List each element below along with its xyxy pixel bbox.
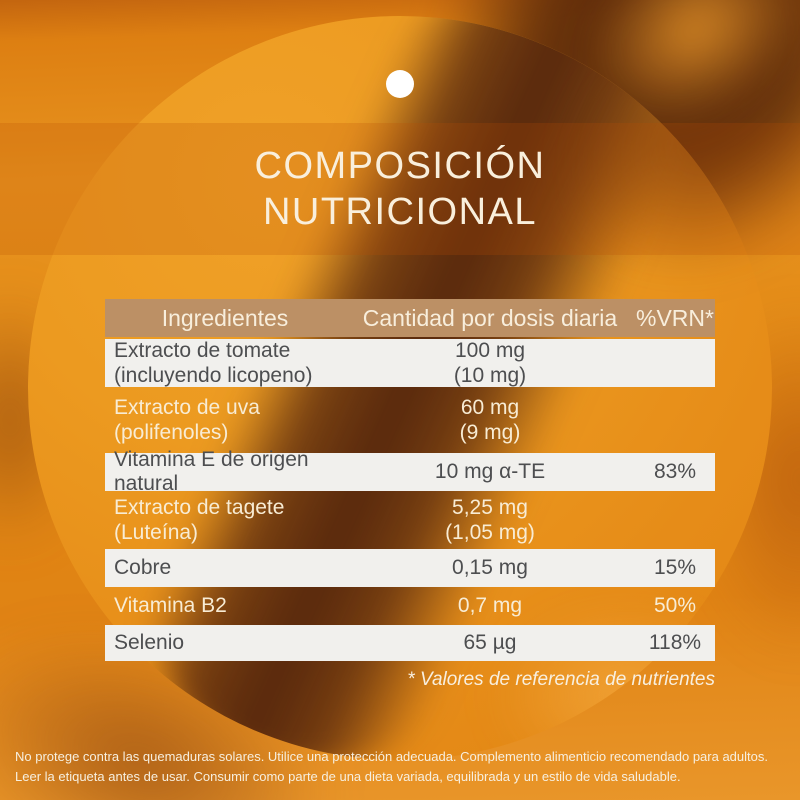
table-row: Extracto de uva (polifenoles) 60 mg (9 m… (105, 389, 715, 451)
cell-ingredient: Extracto de tagete (Luteína) (114, 496, 285, 544)
header-vrn: %VRN* (636, 304, 714, 331)
cell-ingredient: Extracto de uva (polifenoles) (114, 396, 260, 444)
cell-vrn: 83% (653, 460, 697, 483)
table-row: Vitamina B2 0,7 mg 50% (105, 589, 715, 623)
table-row: Cobre 0,15 mg 15% (105, 549, 715, 587)
disclaimer: No protege contra las quemaduras solares… (15, 747, 793, 787)
table-row: Vitamina E de origen natural 10 mg α-TE … (105, 448, 715, 495)
header-amount: Cantidad por dosis diaria (362, 304, 618, 331)
reference-footnote: * Valores de referencia de nutrientes (407, 669, 715, 690)
cell-amount: 0,7 mg (457, 594, 523, 617)
white-dot-icon (386, 70, 414, 98)
disclaimer-line2: Leer la etiqueta antes de usar. Consumir… (15, 769, 681, 784)
cell-amount: 60 mg (9 mg) (459, 396, 521, 444)
title-band (0, 123, 800, 255)
cell-amount: 100 mg (10 mg) (453, 339, 527, 387)
cell-amount: 5,25 mg (1,05 mg) (445, 496, 535, 544)
disclaimer-line1: No protege contra las quemaduras solares… (15, 749, 768, 764)
table-row: Selenio 65 µg 118% (105, 625, 715, 661)
cell-vrn: 118% (648, 631, 702, 654)
cell-ingredient: Vitamina B2 (114, 594, 227, 617)
page-title-line1: COMPOSICIÓN (254, 145, 546, 187)
cell-vrn: 15% (653, 556, 697, 579)
page-title-line2: NUTRICIONAL (262, 191, 538, 233)
header-ingredients: Ingredientes (161, 304, 289, 331)
cell-amount: 10 mg α-TE (434, 460, 546, 483)
table-row: Extracto de tagete (Luteína) 5,25 mg (1,… (105, 493, 715, 547)
cell-ingredient: Extracto de tomate (incluyendo licopeno) (114, 339, 313, 387)
cell-amount: 65 µg (463, 631, 517, 654)
cell-ingredient: Vitamina E de origen natural (114, 448, 309, 495)
cell-ingredient: Cobre (114, 556, 172, 579)
cell-vrn: 50% (653, 594, 697, 617)
cell-amount: 0,15 mg (452, 556, 528, 579)
page-title: COMPOSICIÓN NUTRICIONAL (0, 143, 800, 235)
table-header: Ingredientes Cantidad por dosis diaria %… (105, 299, 715, 337)
nutrition-table: Ingredientes Cantidad por dosis diaria %… (105, 299, 715, 691)
table-row: Extracto de tomate (incluyendo licopeno)… (105, 339, 715, 387)
cell-ingredient: Selenio (114, 631, 185, 654)
